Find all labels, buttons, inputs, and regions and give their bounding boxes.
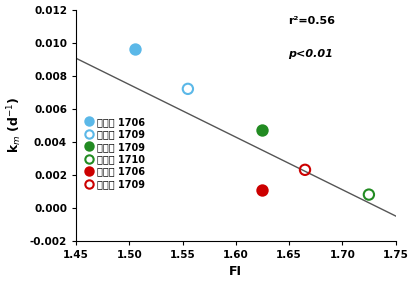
Point bbox=[301, 168, 308, 172]
Point bbox=[259, 187, 265, 192]
Text: p<0.01: p<0.01 bbox=[288, 49, 332, 59]
Point bbox=[365, 192, 371, 197]
Y-axis label: k$_{m}$ (d$^{-1}$): k$_{m}$ (d$^{-1}$) bbox=[5, 97, 24, 153]
Point bbox=[259, 128, 265, 132]
Point bbox=[131, 47, 138, 51]
Legend: 장성호 1706, 장성호 1709, 영산호 1709, 영산호 1710, 금호호 1706, 금호호 1709: 장성호 1706, 장성호 1709, 영산호 1709, 영산호 1710, … bbox=[84, 116, 145, 190]
X-axis label: FI: FI bbox=[229, 266, 242, 278]
Point bbox=[184, 87, 191, 91]
Text: r²=0.56: r²=0.56 bbox=[288, 16, 335, 26]
